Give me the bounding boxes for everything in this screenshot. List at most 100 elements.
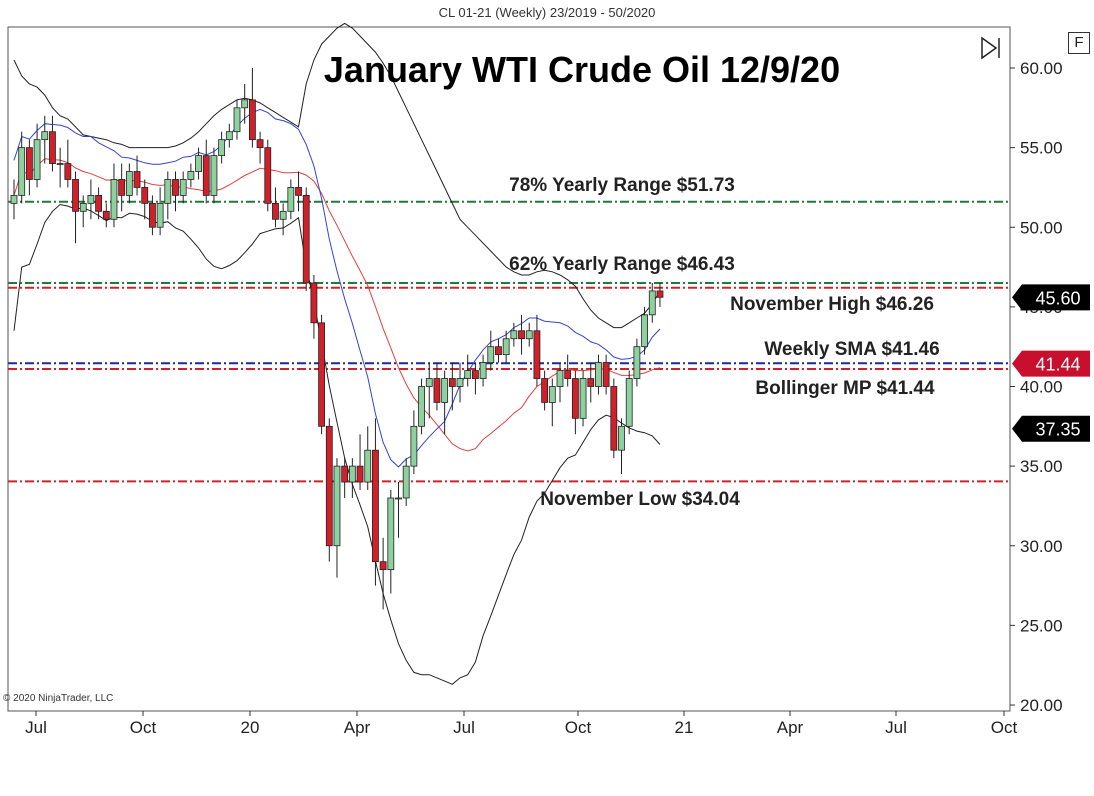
candle [156,202,164,228]
candle [410,425,418,467]
candle [441,378,449,403]
candle [556,370,564,387]
candle [356,465,364,483]
candle [87,194,95,204]
candle [372,449,379,563]
candle [495,346,502,356]
y-tick-label: 20.00 [1020,696,1063,715]
candle [310,282,318,324]
x-tick-label: Oct [130,718,157,737]
candle [172,179,179,196]
candle [79,202,87,212]
candle [318,322,326,427]
candle [656,290,664,298]
y-tick-label: 55.00 [1020,139,1063,158]
candle [587,378,595,387]
candle [471,370,479,379]
x-tick-label: Jul [453,718,475,737]
candle [133,171,141,188]
candle [302,194,310,284]
candle [595,362,602,387]
candle [225,131,233,141]
candle [164,179,172,204]
price-tag [1012,284,1090,311]
x-tick-label: Jul [25,718,47,737]
candle [379,561,387,571]
candle [610,386,618,451]
candle [418,386,425,427]
candle [456,378,464,387]
level-label: 78% Yearly Range $51.73 [509,175,735,196]
candle [387,497,395,571]
candle [218,139,226,156]
y-tick-label: 60.00 [1020,59,1063,78]
candle [256,139,264,149]
candle [272,202,279,220]
candle [433,378,441,403]
candle [571,378,579,419]
level-label: November Low $34.04 [540,489,740,510]
candle [548,386,556,403]
f-button[interactable]: F [1068,32,1090,54]
candle [602,362,610,387]
candle [341,465,349,483]
candle [102,210,110,220]
candle [95,194,102,212]
candle [279,210,287,220]
candle [633,346,641,379]
chart-title: January WTI Crude Oil 12/9/20 [324,49,840,90]
candle [56,163,64,165]
copyright-text: © 2020 NinjaTrader, LLC [3,693,114,704]
candle [641,314,648,348]
x-tick-label: Oct [565,718,592,737]
candle [72,179,79,212]
candle [464,370,472,379]
candle [149,202,156,228]
candle [425,378,433,387]
candle [202,155,210,196]
blue-average-line [13,108,661,468]
candle [479,362,487,379]
candle [541,378,549,403]
candle [287,187,295,212]
candle [333,465,341,547]
x-tick-label: Apr [344,718,371,737]
price-tag-label: 45.60 [1035,288,1080,308]
level-label: November High $46.26 [730,294,934,315]
candle [187,171,195,180]
candle [110,179,118,220]
candle [64,163,72,180]
candle [248,99,256,141]
x-tick-label: 21 [675,718,694,737]
candle [348,465,356,483]
candle [533,330,541,379]
x-tick-label: Jul [885,718,907,737]
candle [33,139,41,180]
level-label: Weekly SMA $41.46 [764,339,939,360]
price-tag-label: 37.35 [1035,420,1080,440]
candle [25,147,33,180]
candle [518,330,525,340]
scroll-to-end-icon[interactable] [981,36,1000,60]
x-tick-label: Oct [991,718,1018,737]
level-label: 62% Yearly Range $46.43 [509,254,735,275]
candle [648,290,656,316]
y-tick-label: 25.00 [1020,616,1063,635]
x-tick-label: Apr [777,718,804,737]
candle [487,346,495,364]
candle [141,187,149,204]
price-tag-label: 41.44 [1035,355,1080,375]
y-tick-label: 40.00 [1020,378,1063,397]
candle [125,171,133,196]
x-tick-label: 20 [241,718,260,737]
candle [402,465,410,499]
candle [49,131,56,164]
candle [233,107,241,133]
candle [295,187,302,196]
candle [564,370,572,379]
candle [18,147,26,196]
candle [118,179,126,196]
candle [395,497,402,500]
candle [210,155,218,196]
